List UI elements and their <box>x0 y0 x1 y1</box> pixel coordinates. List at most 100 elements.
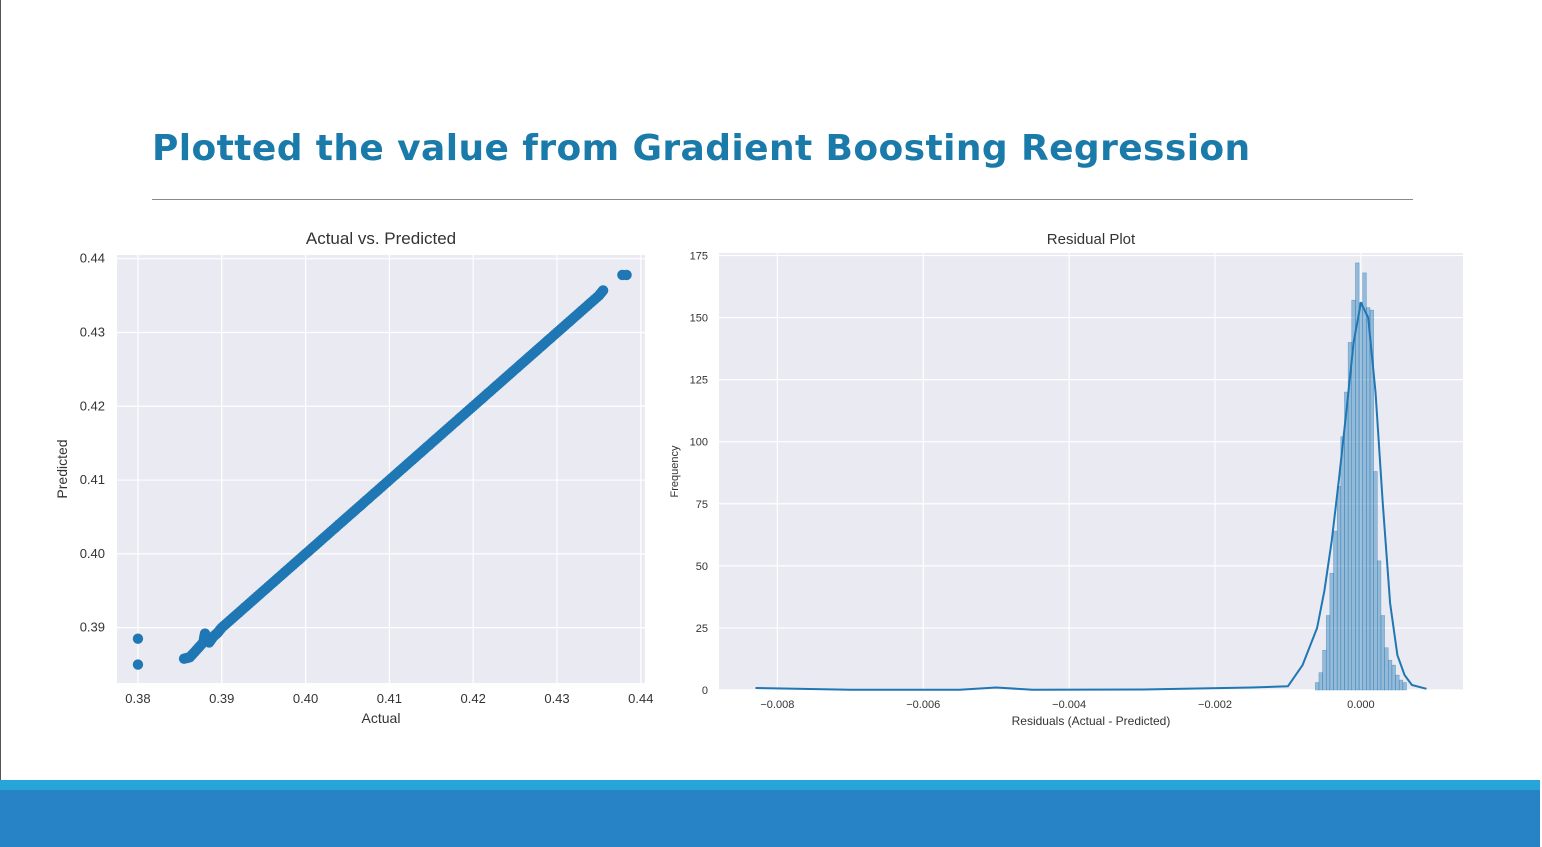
scatter-point <box>593 290 605 301</box>
scatter-point <box>545 332 556 344</box>
scatter-y-tick-label: 0.40 <box>80 546 105 561</box>
scatter-point <box>390 469 401 480</box>
scatter-point <box>215 623 226 635</box>
scatter-point <box>419 443 431 454</box>
scatter-point <box>213 626 224 637</box>
kde-curve <box>755 301 1427 691</box>
scatter-point <box>493 378 504 390</box>
scatter-point <box>285 561 297 572</box>
histogram-bar <box>1347 342 1353 691</box>
histogram-bar <box>1398 679 1404 691</box>
scatter-point <box>375 482 387 493</box>
histogram-bar <box>1322 650 1327 691</box>
histogram-bar <box>1315 682 1320 691</box>
scatter-point <box>222 616 234 628</box>
slide-title: Plotted the value from Gradient Boosting… <box>152 128 1251 169</box>
scatter-point <box>568 312 579 323</box>
scatter-point <box>514 360 525 371</box>
scatter-point <box>617 269 628 281</box>
scatter-point <box>396 463 408 475</box>
scatter-point <box>252 591 263 602</box>
slide-left-border <box>0 0 1 847</box>
scatter-point <box>196 639 207 650</box>
scatter-point <box>178 653 190 664</box>
scatter-point <box>516 358 527 370</box>
scatter-point <box>551 327 563 338</box>
residual-x-tick-label: −0.006 <box>906 699 940 711</box>
histogram-bar <box>1402 682 1407 691</box>
scatter-point <box>323 528 334 539</box>
scatter-point <box>254 589 265 600</box>
scatter-point <box>279 567 290 578</box>
scatter-point <box>354 500 366 512</box>
scatter-point <box>461 406 473 418</box>
scatter-point <box>268 576 280 587</box>
scatter-point <box>312 537 324 548</box>
scatter-point <box>455 412 466 423</box>
scatter-point <box>384 474 395 486</box>
scatter-point <box>218 620 230 632</box>
scatter-point <box>591 292 603 303</box>
scatter-x-tick-label: 0.43 <box>544 691 569 706</box>
scatter-point <box>589 294 600 305</box>
scatter-point <box>184 651 196 663</box>
histogram-bar <box>1366 307 1371 691</box>
scatter-point <box>262 581 274 593</box>
scatter-point <box>594 289 606 300</box>
scatter-point <box>198 632 210 644</box>
scatter-point <box>335 517 347 528</box>
scatter-point <box>310 539 322 550</box>
scatter-point <box>417 445 429 456</box>
scatter-point <box>205 635 216 647</box>
scatter-point <box>216 622 227 633</box>
footer-bar <box>0 790 1540 847</box>
scatter-x-tick-label: 0.38 <box>125 691 150 706</box>
scatter-point <box>440 425 452 436</box>
scatter-point <box>541 336 552 347</box>
scatter-point <box>296 552 307 563</box>
scatter-point <box>194 640 206 652</box>
scatter-y-tick-label: 0.42 <box>80 398 105 413</box>
scatter-point <box>377 480 389 491</box>
histogram-bar <box>1380 615 1385 691</box>
scatter-point <box>294 554 305 565</box>
scatter-point <box>211 628 222 639</box>
scatter-point <box>449 417 460 429</box>
residual-y-tick-label: 175 <box>690 250 708 262</box>
scatter-y-tick-label: 0.43 <box>80 324 105 339</box>
residual-y-tick-label: 25 <box>696 623 708 635</box>
scatter-point <box>423 439 435 451</box>
scatter-point <box>208 631 219 642</box>
scatter-point <box>200 630 212 641</box>
scatter-point <box>526 349 538 360</box>
scatter-point <box>298 550 309 561</box>
histogram-bar <box>1333 530 1338 691</box>
scatter-point <box>572 308 584 320</box>
scatter-point <box>509 364 521 375</box>
scatter-point <box>558 321 569 333</box>
histogram-bar <box>1318 672 1323 691</box>
residual-x-tick-label: −0.004 <box>1052 699 1086 711</box>
scatter-point <box>317 533 328 545</box>
scatter-plot-area <box>117 255 645 683</box>
scatter-point <box>465 402 477 414</box>
scatter-point <box>553 325 565 336</box>
residual-y-tick-label: 125 <box>690 375 708 387</box>
scatter-point <box>386 473 397 484</box>
scatter-point <box>511 362 523 373</box>
scatter-point <box>537 340 548 351</box>
scatter-point <box>539 338 550 349</box>
scatter-point <box>405 456 416 467</box>
scatter-point <box>621 269 632 281</box>
scatter-point <box>331 520 343 532</box>
scatter-point <box>245 596 257 608</box>
scatter-point <box>183 652 194 663</box>
histogram-bar <box>1344 391 1349 691</box>
scatter-point <box>478 391 489 403</box>
histogram-bar <box>1387 659 1393 691</box>
scatter-point <box>596 286 608 297</box>
scatter-point <box>524 351 535 362</box>
scatter-point <box>348 506 359 517</box>
scatter-point <box>352 502 364 513</box>
scatter-x-axis-label: Actual <box>362 710 401 726</box>
